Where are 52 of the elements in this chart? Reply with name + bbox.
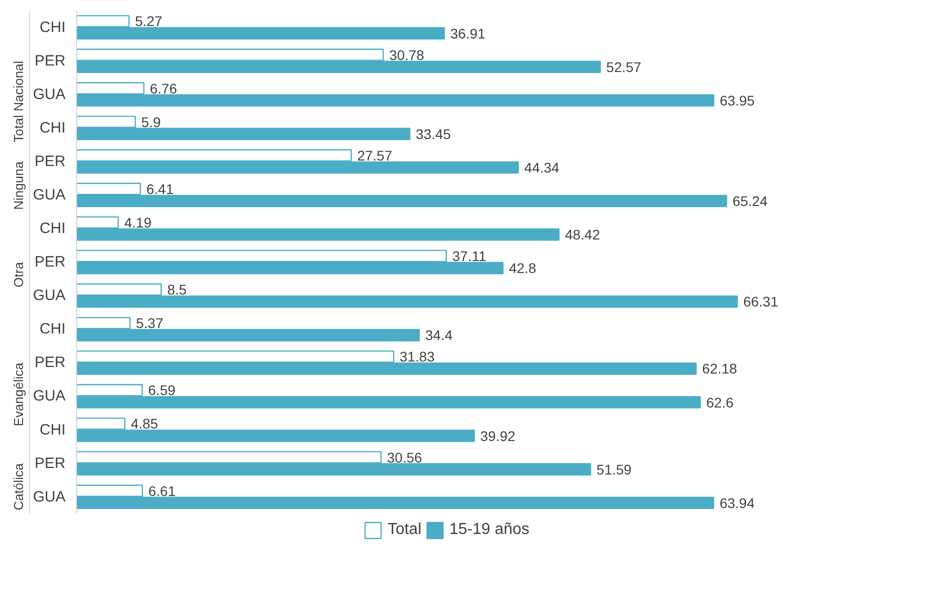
y-tick-label: GUA (32, 488, 66, 506)
y-tick-label: PER (34, 454, 66, 472)
y-tick-label: GUA (32, 186, 66, 204)
data-label: 5.27 (135, 13, 162, 30)
y-tick-label: CHI (40, 119, 66, 136)
data-label: 6.41 (146, 180, 174, 197)
data-label: 6.61 (148, 482, 176, 499)
text: Ninguna (11, 160, 26, 210)
data-label: 31.83 (400, 348, 435, 365)
data-label: 6.76 (150, 80, 178, 96)
y-tick-label: CHI (40, 421, 66, 438)
data-label: 4.85 (130, 416, 158, 432)
legend-label: Total (388, 521, 422, 539)
data-label: 37.11 (452, 248, 486, 264)
data-label: 42.8 (508, 260, 536, 276)
text: Evangélica (11, 362, 26, 426)
data-label: 30.78 (389, 46, 424, 63)
data-label: 51.59 (596, 461, 632, 478)
data-label: 39.92 (480, 428, 516, 444)
data-label: 48.42 (564, 226, 600, 243)
data-label: 63.95 (720, 92, 755, 108)
data-label: 5.37 (136, 315, 164, 332)
data-label: 44.34 (524, 159, 560, 176)
legend-label: 15-19 años (449, 521, 530, 539)
text: Católica (11, 462, 26, 510)
y-tick-label: CHI (40, 220, 66, 238)
data-label: 62.6 (706, 394, 734, 410)
data-label: 33.45 (416, 126, 452, 142)
data-label: 36.91 (450, 25, 486, 42)
y-tick-label: GUA (32, 287, 66, 304)
data-label: 8.5 (167, 282, 187, 298)
y-tick-label: PER (34, 52, 66, 70)
y-tick-label: GUA (32, 388, 66, 405)
data-label: 4.19 (124, 214, 152, 230)
data-label: 65.24 (732, 193, 768, 210)
data-label: 6.59 (148, 382, 176, 398)
y-tick-label: PER (34, 354, 66, 372)
data-label: 63.94 (720, 494, 755, 511)
text: Total Nacional (11, 60, 26, 142)
y-tick-label: PER (34, 254, 66, 271)
data-label: 34.4 (425, 327, 453, 344)
data-label: 5.9 (141, 114, 161, 130)
y-tick-label: CHI (40, 320, 66, 338)
y-tick-label: CHI (40, 18, 66, 36)
data-label: 62.18 (702, 360, 738, 377)
data-label: 66.31 (743, 294, 778, 310)
data-label: 30.56 (387, 449, 422, 466)
text: Otra (11, 261, 26, 288)
y-tick-label: PER (34, 152, 66, 170)
y-tick-label: GUA (32, 86, 66, 103)
data-label: 27.57 (357, 147, 392, 164)
data-label: 52.57 (606, 58, 642, 75)
